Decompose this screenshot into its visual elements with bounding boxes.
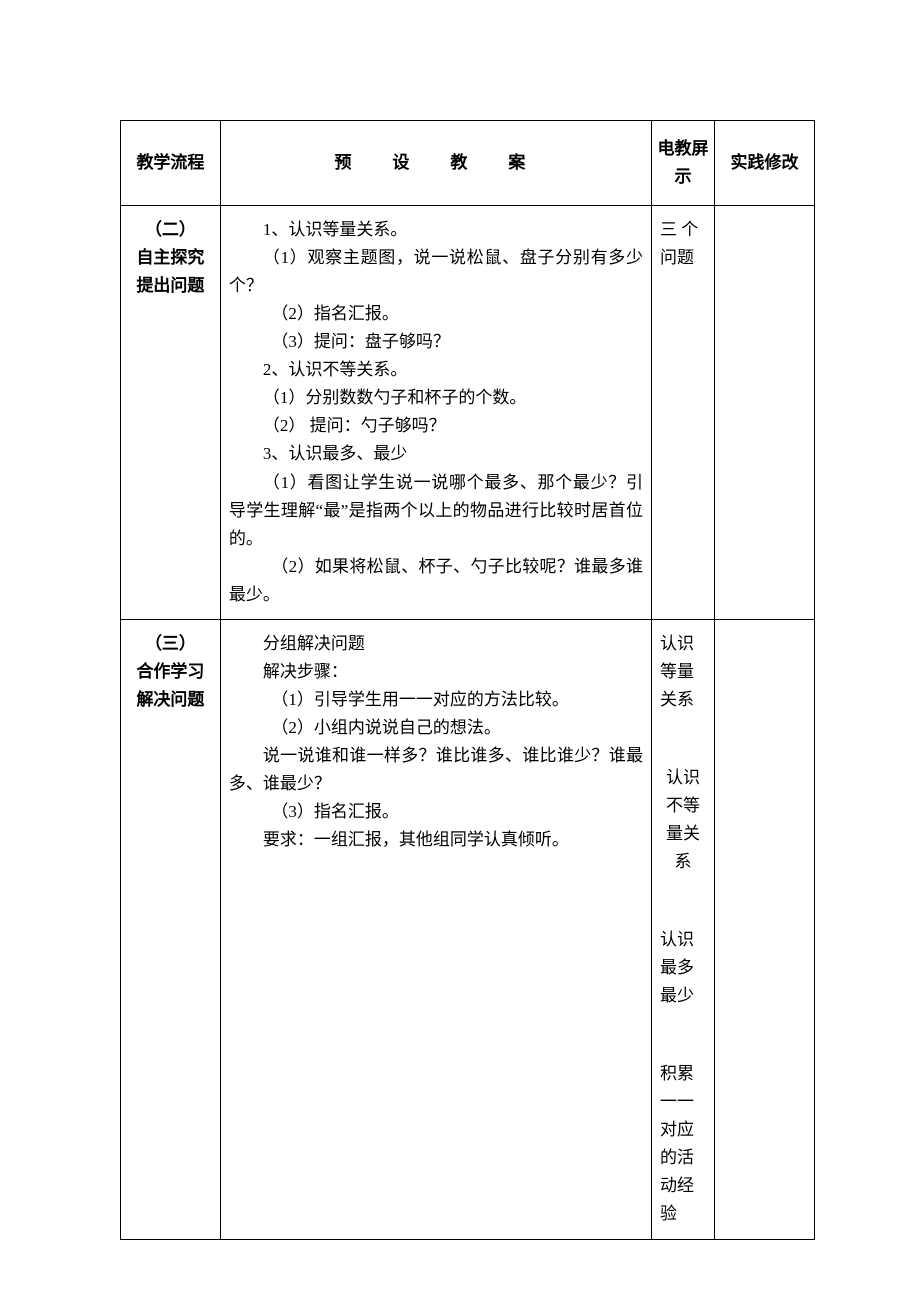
plan-line: 2、认识不等关系。: [229, 356, 643, 384]
lesson-table: 教学流程 预 设 教 案 电教屏示 实践修改 （二） 自主探究 提出问题 1、认…: [120, 120, 815, 1240]
plan-cell: 1、认识等量关系。 （1）观察主题图，说一说松鼠、盘子分别有多少个？ （2）指名…: [220, 206, 651, 620]
display-cell: 三 个问题: [652, 206, 715, 620]
flow-line: （三）: [129, 630, 212, 658]
plan-line: 要求：一组汇报，其他组同学认真倾听。: [229, 826, 643, 854]
plan-line: （1）看图让学生说一说哪个最多、那个最少？引导学生理解“最”是指两个以上的物品进…: [229, 469, 643, 553]
display-block: 积累一一对应的活动经验: [660, 1060, 706, 1228]
flow-line: 解决问题: [129, 686, 212, 714]
display-block: 认识不等量关系: [660, 764, 706, 876]
plan-line: （2）小组内说说自己的想法。: [229, 714, 643, 742]
plan-line: （3）提问：盘子够吗？: [229, 328, 643, 356]
plan-line: 3、认识最多、最少: [229, 440, 643, 468]
col-header-display: 电教屏示: [652, 121, 715, 206]
page: 教学流程 预 设 教 案 电教屏示 实践修改 （二） 自主探究 提出问题 1、认…: [0, 0, 920, 1302]
plan-line: （1）引导学生用一一对应的方法比较。: [229, 686, 643, 714]
flow-line: 自主探究: [129, 244, 212, 272]
display-text: 三 个问题: [660, 216, 706, 272]
col-header-plan: 预 设 教 案: [220, 121, 651, 206]
flow-cell: （二） 自主探究 提出问题: [121, 206, 221, 620]
plan-line: 解决步骤：: [229, 658, 643, 686]
plan-line: （2）指名汇报。: [229, 300, 643, 328]
plan-line: （2） 提问：勺子够吗？: [229, 412, 643, 440]
col-header-notes: 实践修改: [715, 121, 815, 206]
table-row: （二） 自主探究 提出问题 1、认识等量关系。 （1）观察主题图，说一说松鼠、盘…: [121, 206, 815, 620]
col-header-plan-text: 预 设 教 案: [334, 153, 537, 172]
plan-line: （1）分别数数勺子和杯子的个数。: [229, 384, 643, 412]
notes-cell: [715, 206, 815, 620]
table-header-row: 教学流程 预 设 教 案 电教屏示 实践修改: [121, 121, 815, 206]
plan-line: 说一说谁和谁一样多？谁比谁多、谁比谁少？谁最多、谁最少？: [229, 742, 643, 798]
notes-cell: [715, 619, 815, 1239]
plan-line: 1、认识等量关系。: [229, 216, 643, 244]
flow-line: 提出问题: [129, 272, 212, 300]
plan-line: （2）如果将松鼠、杯子、勺子比较呢？谁最多谁最少。: [229, 553, 643, 609]
flow-line: （二）: [129, 216, 212, 244]
display-block: 认识最多最少: [660, 926, 706, 1010]
flow-cell: （三） 合作学习 解决问题: [121, 619, 221, 1239]
display-cell: 认识等量关系 认识不等量关系 认识最多最少 积累一一对应的活动经验: [652, 619, 715, 1239]
col-header-flow: 教学流程: [121, 121, 221, 206]
flow-line: 合作学习: [129, 658, 212, 686]
plan-line: （3）指名汇报。: [229, 798, 643, 826]
plan-cell: 分组解决问题 解决步骤： （1）引导学生用一一对应的方法比较。 （2）小组内说说…: [220, 619, 651, 1239]
plan-line: 分组解决问题: [229, 630, 643, 658]
table-row: （三） 合作学习 解决问题 分组解决问题 解决步骤： （1）引导学生用一一对应的…: [121, 619, 815, 1239]
plan-line: （1）观察主题图，说一说松鼠、盘子分别有多少个？: [229, 244, 643, 300]
display-block: 认识等量关系: [660, 630, 706, 714]
